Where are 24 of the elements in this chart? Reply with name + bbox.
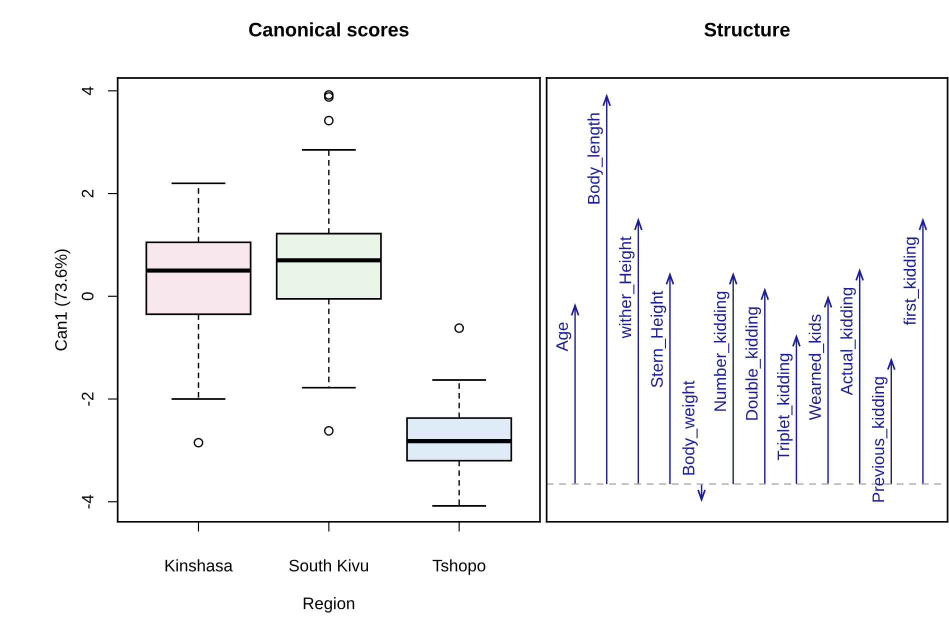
x-tick-label: Triplet_kidding [777,354,793,460]
x-tick-label: Wearned_kids [808,314,824,420]
y-tick-label: 4 [82,86,94,96]
x-tick-label: Tshopo [432,559,486,575]
y-tick-label: -2 [82,392,94,406]
x-tick-label: first_kidding [904,237,920,326]
chart-title: Structure [704,22,790,37]
x-tick-label: wither_Height [618,236,635,338]
x-tick-label: Body_length [587,113,603,204]
x-axis-title: Region [304,597,354,613]
x-tick-label: Number_kidding [714,292,730,411]
x-tick-label: Age [556,322,572,352]
x-tick-label: Kinshasa [166,559,233,572]
y-axis-title: Can1 (73.6%) [54,249,70,350]
y-tick-label: -4 [82,494,94,508]
x-tick-label: Double_kidding [745,307,762,420]
x-tick-label: South Kivu [289,559,368,572]
x-tick-label: Body_weight [682,380,698,475]
x-tick-label: Previous_kidding [872,377,888,502]
chart-title: Canonical scores [249,22,409,37]
y-tick-label: 0 [82,292,94,300]
y-tick-label: 2 [82,190,94,198]
x-tick-label: Actual_kidding [840,288,856,396]
x-tick-label: Stern_Height [650,290,666,388]
